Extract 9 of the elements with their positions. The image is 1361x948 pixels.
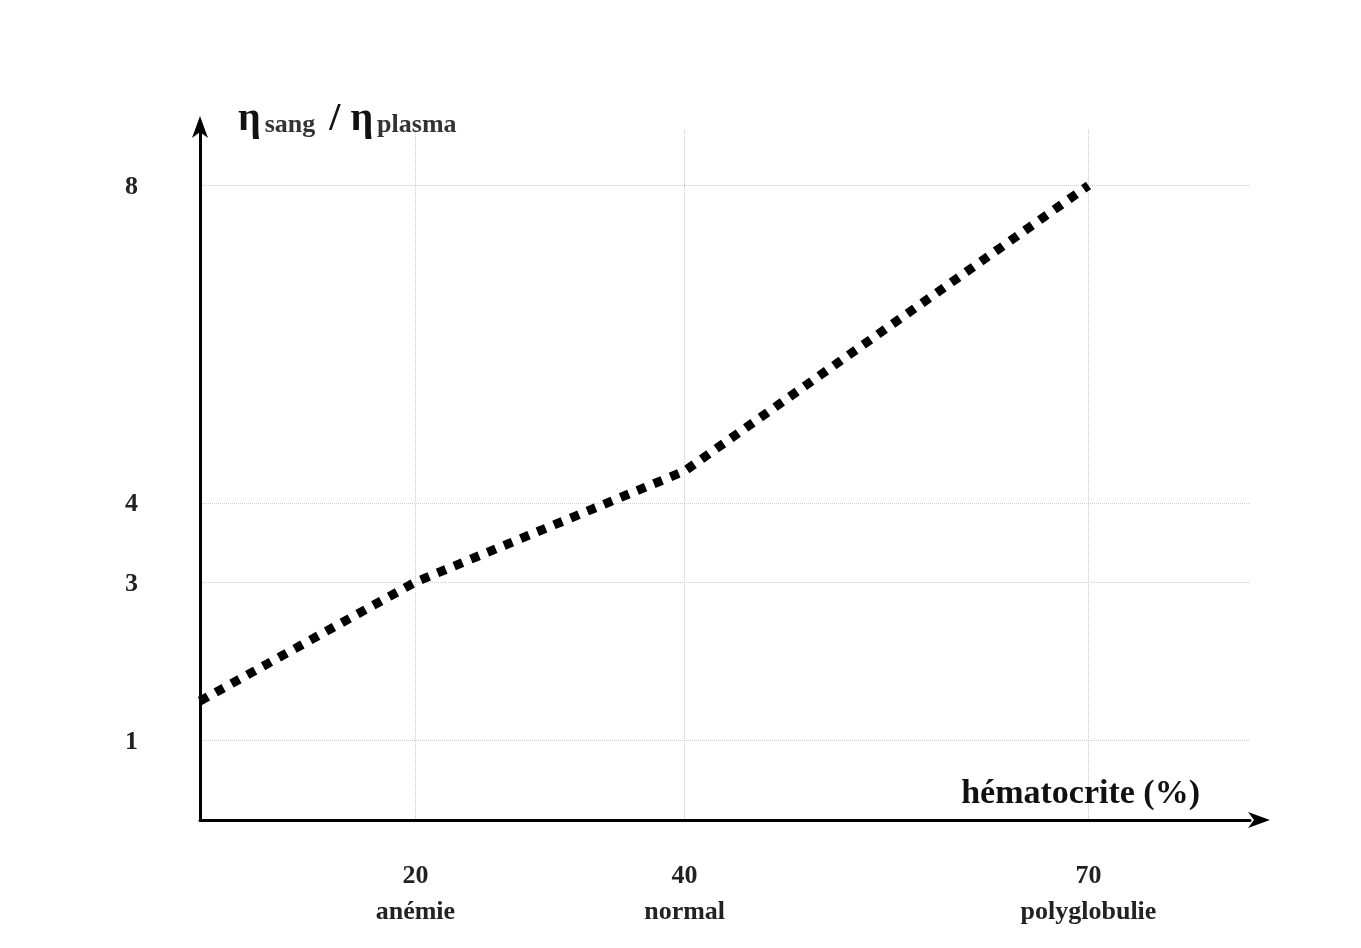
y-axis-title: ηsang / ηplasma	[238, 93, 457, 139]
y-tick-label: 4	[125, 488, 138, 518]
x-tick-label: 20 anémie	[375, 859, 456, 925]
y-tick-label: 1	[125, 726, 138, 756]
y-tick-label: 3	[125, 567, 138, 597]
x-tick-label: 70 polyglobulie	[1020, 859, 1157, 925]
y-tick-label: 8	[125, 171, 138, 201]
x-axis-title: hématocrite (%)	[961, 772, 1200, 811]
x-tick-label: 40 normal	[644, 859, 726, 925]
